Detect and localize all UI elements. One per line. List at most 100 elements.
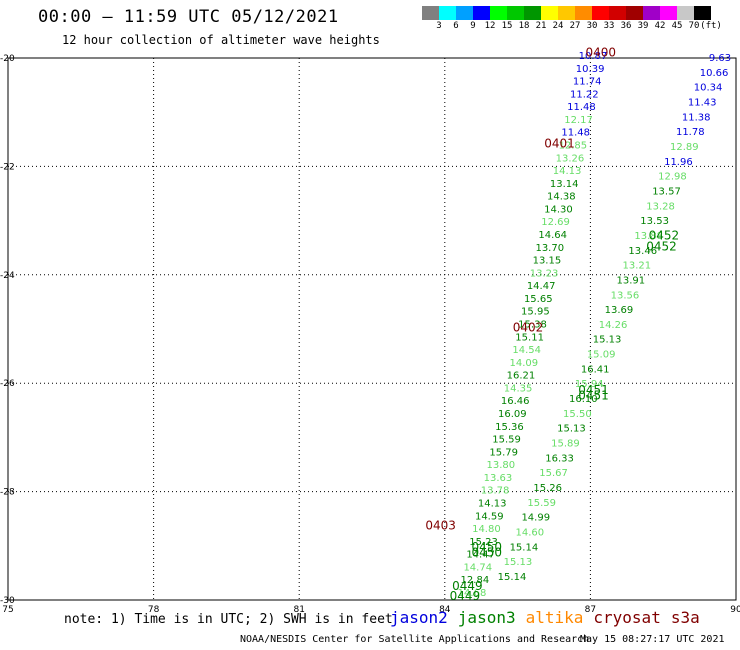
timestamp-text: May 15 08:27:17 UTC 2021 [580,634,725,645]
color-swatch [558,6,575,20]
color-swatch [473,6,490,20]
wave-height-value-track-b: 13.88 [634,231,663,242]
pass-label: 0400 [586,45,617,59]
satellite-legend: jason2 jason3 altika cryosat s3a [390,608,710,627]
color-scale-tick: 45 [671,21,683,31]
lat-tick-label: -28 [0,488,15,498]
wave-height-value-track-a: 11.74 [573,77,602,88]
wave-height-value-track-a: 14.74 [463,562,492,573]
wave-height-value-track-b: 13.46 [628,246,657,257]
credit-text: NOAA/NESDIS Center for Satellite Applica… [240,634,590,645]
pass-label: 0402 [513,321,544,335]
color-scale-tick: 6 [453,21,459,31]
pass-label: 0403 [425,519,456,533]
pass-label: 0451 [578,388,609,402]
wave-height-value-track-b: 14.60 [516,528,545,539]
lat-tick-label: -22 [0,162,15,172]
color-scale-bar [422,6,711,20]
wave-height-value-track-b: 15.13 [504,557,533,568]
wave-height-value-track-a: 15.59 [492,435,521,446]
wave-height-value-track-a: 16.21 [507,371,536,382]
lat-tick-label: -24 [0,271,15,281]
wave-height-value-track-a: 13.70 [535,243,564,254]
wave-height-value-track-b: 12.89 [670,142,699,153]
wave-height-value-track-b: 15.59 [527,498,556,509]
wave-height-value-track-a: 12.17 [564,115,593,126]
wave-height-value-track-b: 13.53 [640,216,669,227]
pass-label: 0450 [471,540,502,554]
wave-height-value-track-b: 13.28 [646,201,675,212]
legend-jason3: jason3 [457,608,516,627]
wave-height-value-track-a: 12.69 [541,217,570,228]
wave-height-value-track-b: 12.98 [658,172,687,183]
wave-height-value-track-a: 11.48 [567,102,596,113]
pass-label: 0449 [450,589,481,603]
wave-height-value-track-a: 14.09 [510,358,539,369]
wave-height-value-track-b: 16.41 [581,364,610,375]
color-swatch [660,6,677,20]
wave-height-value-track-b: 15.13 [593,335,622,346]
wave-height-value-track-a: 14.47 [527,281,556,292]
wave-height-value-track-b: 13.91 [617,275,646,286]
wave-height-value-track-a: 13.63 [484,473,513,484]
color-scale-unit: (ft) [700,21,722,31]
lat-tick-label: -20 [0,54,15,64]
wave-height-value-track-a: 15.11 [515,332,544,343]
wave-height-value-track-b: 14.26 [599,320,628,331]
wave-height-value-track-a: 14.64 [538,230,567,241]
wave-height-value-track-b: 11.96 [664,157,693,168]
wave-height-value-track-a: 14.13 [478,499,507,510]
wave-height-value-track-a: 14.38 [547,192,576,203]
color-swatch [490,6,507,20]
wave-height-value-track-b: 13.56 [611,290,640,301]
wave-height-value-track-b: 11.43 [688,97,717,108]
wave-height-value-track-a: 12.84 [461,575,490,586]
color-swatch [694,6,711,20]
legend-s3a: s3a [670,608,700,627]
wave-height-value-track-a: 13.80 [486,460,515,471]
wave-height-value-track-a: 15.65 [524,294,553,305]
color-scale-tick: 36 [620,21,632,31]
color-scale-tick: 3 [436,21,442,31]
note-text: note: 1) Time is in UTC; 2) SWH is in fe… [64,612,393,627]
color-swatch [626,6,643,20]
wave-height-value-track-a: 11.22 [570,89,599,100]
wave-height-value-track-b: 15.89 [551,439,580,450]
color-scale-tick: 39 [637,21,649,31]
color-scale-tick: 18 [518,21,530,31]
wave-height-value-track-b: 9.63 [709,53,731,64]
wave-height-value-track-a: 12.85 [559,141,588,152]
wave-height-value-track-b: 13.21 [622,261,651,272]
color-scale-labels: 3 6 9 12 15 18 21 24 27 30 33 36 39 42 45 70 (ft) [422,21,740,33]
color-scale-tick: 24 [552,21,564,31]
wave-height-value-track-a: 14.13 [553,166,582,177]
lat-tick-label: -30 [0,596,15,606]
color-swatch [422,6,439,20]
map-subtitle: 12 hour collection of altimeter wave hei… [62,33,380,47]
color-scale-tick: 30 [586,21,598,31]
lon-tick-label: 75 [2,605,13,615]
wave-height-value-track-a: 14.54 [512,345,541,356]
wave-height-value-track-b: 11.38 [682,112,711,123]
color-scale-tick: 21 [535,21,547,31]
lat-tick-label: -26 [0,379,15,389]
wave-height-value-track-a: 10.87 [579,51,608,62]
pass-label: 0401 [544,136,575,150]
wave-height-value-track-a: 14.47 [466,550,495,561]
color-swatch [592,6,609,20]
wave-height-value-track-a: 13.26 [556,153,585,164]
wave-height-value-track-b: 15.50 [563,409,592,420]
wave-height-value-track-b: 10.66 [700,68,729,79]
wave-height-value-track-b: 15.26 [533,483,562,494]
color-swatch [575,6,592,20]
wave-height-value-track-a: 13.14 [550,179,579,190]
color-scale-tick: 12 [484,21,496,31]
wave-height-value-track-a: 15.95 [521,307,550,318]
wave-height-value-track-a: 14.80 [472,524,501,535]
lon-tick-label: 90 [730,605,740,615]
pass-label: 0450 [471,546,502,560]
wave-height-value-track-b: 15.67 [539,468,568,479]
color-swatch [439,6,456,20]
wave-height-value-track-b: 11.78 [676,127,705,138]
